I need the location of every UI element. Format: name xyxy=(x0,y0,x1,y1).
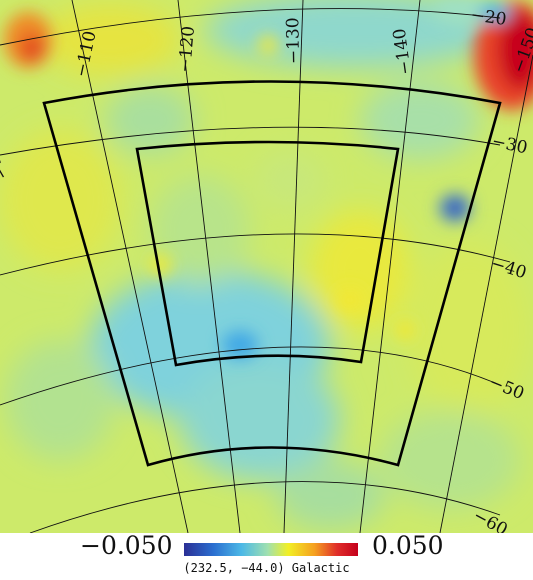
field-hotspots xyxy=(4,0,533,359)
field-blobs-large xyxy=(0,0,530,530)
meridian-line xyxy=(177,0,241,533)
longitude-label: −120 xyxy=(175,25,199,73)
colorbar-min-label: −0.050 xyxy=(80,531,173,560)
projection-caption: (232.5, −44.0) Galactic xyxy=(183,561,350,575)
colorbar-max-label: 0.050 xyxy=(372,531,444,560)
inner-region-outline xyxy=(135,140,400,367)
parallel-line xyxy=(0,8,501,46)
sky-map: −110 −120 −130 −140 −150 −20 −30 −40 −50… xyxy=(0,0,533,533)
colorbar-gradient xyxy=(184,543,358,556)
meridian-line xyxy=(439,54,533,533)
outer-region-outline xyxy=(42,80,502,467)
parallel-line xyxy=(0,233,511,276)
longitude-label: −130 xyxy=(283,17,304,64)
region-outlines xyxy=(42,80,502,467)
sky-field xyxy=(0,0,533,533)
parallel-line xyxy=(29,481,501,533)
colorbar: −0.050 0.050 (232.5, −44.0) Galactic xyxy=(0,531,533,580)
sky-map-canvas: −110 −120 −130 −140 −150 −20 −30 −40 −50… xyxy=(0,0,533,533)
parallel-line xyxy=(0,346,501,406)
meridian-line xyxy=(71,0,189,533)
meridian-line xyxy=(283,0,304,533)
latitude-label: −20 xyxy=(469,5,507,30)
parallel-line xyxy=(0,126,501,156)
graticule xyxy=(0,0,533,533)
